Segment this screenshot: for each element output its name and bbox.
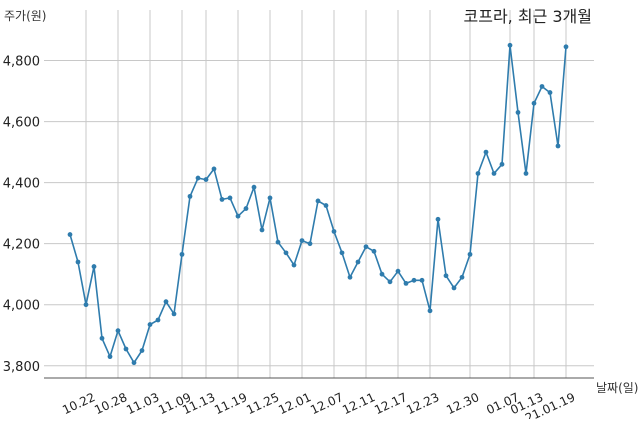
data-point <box>531 100 537 106</box>
data-point <box>251 184 257 190</box>
y-tick-label: 4,800 <box>3 55 40 70</box>
data-point <box>491 171 497 176</box>
data-point <box>395 268 401 274</box>
data-point <box>299 238 305 244</box>
data-point <box>75 259 81 265</box>
data-point <box>355 259 361 265</box>
data-point <box>179 251 185 257</box>
data-point <box>91 264 97 269</box>
data-point <box>171 311 177 317</box>
data-point <box>467 251 473 257</box>
x-axis-label: 날짜(일) <box>596 381 638 395</box>
data-point <box>211 166 217 172</box>
data-point <box>235 213 241 219</box>
data-point <box>275 239 281 245</box>
x-tick-label: 11.03 <box>124 390 161 417</box>
data-point <box>443 273 449 279</box>
data-point <box>411 277 417 283</box>
x-tick-label: 10.22 <box>60 390 97 417</box>
data-point <box>555 143 561 149</box>
data-point <box>363 244 369 250</box>
y-tick-label: 3,800 <box>3 360 40 375</box>
data-point <box>451 285 457 291</box>
grid-layer <box>44 10 594 378</box>
data-point <box>523 171 529 176</box>
y-tick-label: 4,400 <box>3 177 40 192</box>
data-point <box>307 241 313 247</box>
y-axis-label: 주가(원) <box>4 9 46 23</box>
data-point <box>163 299 169 305</box>
data-point <box>147 322 153 327</box>
data-point <box>507 42 513 48</box>
data-point <box>187 193 193 199</box>
x-tick-label: 11.19 <box>212 390 249 417</box>
data-point <box>547 90 553 95</box>
data-point <box>243 206 249 211</box>
data-point <box>227 195 233 201</box>
data-point <box>419 277 425 283</box>
data-point <box>427 308 433 314</box>
data-point <box>291 262 297 268</box>
data-point <box>483 149 489 155</box>
x-tick-label: 12.11 <box>340 390 377 417</box>
x-tick-label: 12.17 <box>372 390 409 417</box>
data-point <box>371 248 377 254</box>
data-point <box>403 280 409 286</box>
data-point <box>435 216 441 222</box>
data-point <box>83 302 89 308</box>
data-point <box>123 346 129 352</box>
data-point <box>115 328 121 334</box>
data-point <box>475 171 481 176</box>
data-point <box>515 110 521 115</box>
data-point <box>139 348 145 353</box>
series-line <box>69 44 567 364</box>
x-tick-label: 12.07 <box>308 390 345 417</box>
data-point <box>347 274 353 280</box>
y-tick-label: 4,200 <box>3 238 40 253</box>
data-point <box>283 250 289 256</box>
data-point <box>339 250 345 256</box>
data-point <box>539 84 545 89</box>
data-point <box>459 274 465 280</box>
data-point <box>259 227 265 233</box>
x-tick-label: 11.25 <box>244 390 281 417</box>
data-point <box>563 44 569 50</box>
data-point <box>107 354 113 360</box>
data-point <box>323 203 329 208</box>
series-layer <box>67 42 569 366</box>
x-tick-label: 12.30 <box>444 390 481 417</box>
data-point <box>131 360 137 366</box>
data-point <box>331 229 337 234</box>
data-point <box>499 161 505 167</box>
data-point <box>203 177 209 182</box>
x-tick-label: 10.28 <box>92 390 129 417</box>
x-tick-label: 12.23 <box>404 390 441 417</box>
data-point <box>195 175 201 181</box>
y-tick-label: 4,000 <box>3 299 40 314</box>
data-point <box>219 197 225 202</box>
data-point <box>155 317 161 323</box>
data-point <box>267 195 273 201</box>
data-point <box>315 198 321 204</box>
chart-title: 코프라, 최근 3개월 <box>464 7 592 26</box>
data-point <box>67 232 73 237</box>
data-point <box>99 335 105 341</box>
x-tick-label: 12.01 <box>276 390 313 417</box>
y-tick-label: 4,600 <box>3 116 40 131</box>
data-point <box>379 271 385 277</box>
data-point <box>387 279 393 285</box>
